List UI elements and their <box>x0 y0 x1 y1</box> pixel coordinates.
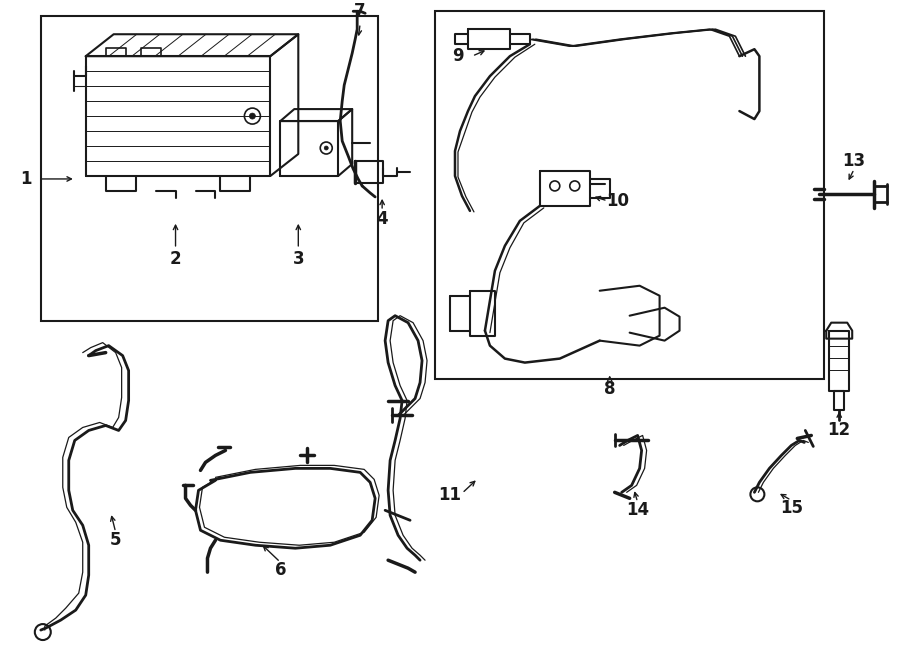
Text: 11: 11 <box>438 487 462 504</box>
Text: 8: 8 <box>604 379 616 398</box>
Text: 12: 12 <box>828 422 850 440</box>
Text: 9: 9 <box>452 47 464 65</box>
Text: 3: 3 <box>292 250 304 268</box>
Text: 13: 13 <box>842 152 866 170</box>
Text: 1: 1 <box>20 170 32 188</box>
Text: 14: 14 <box>626 501 649 519</box>
Text: 15: 15 <box>779 499 803 517</box>
Circle shape <box>249 113 256 119</box>
Text: 5: 5 <box>110 531 122 549</box>
Text: 10: 10 <box>607 192 629 210</box>
Circle shape <box>324 146 328 150</box>
Bar <box>435 11 824 379</box>
Text: 7: 7 <box>355 2 366 21</box>
Text: 6: 6 <box>274 561 286 579</box>
Text: 2: 2 <box>170 250 182 268</box>
Bar <box>40 17 378 320</box>
Text: 4: 4 <box>376 210 388 228</box>
